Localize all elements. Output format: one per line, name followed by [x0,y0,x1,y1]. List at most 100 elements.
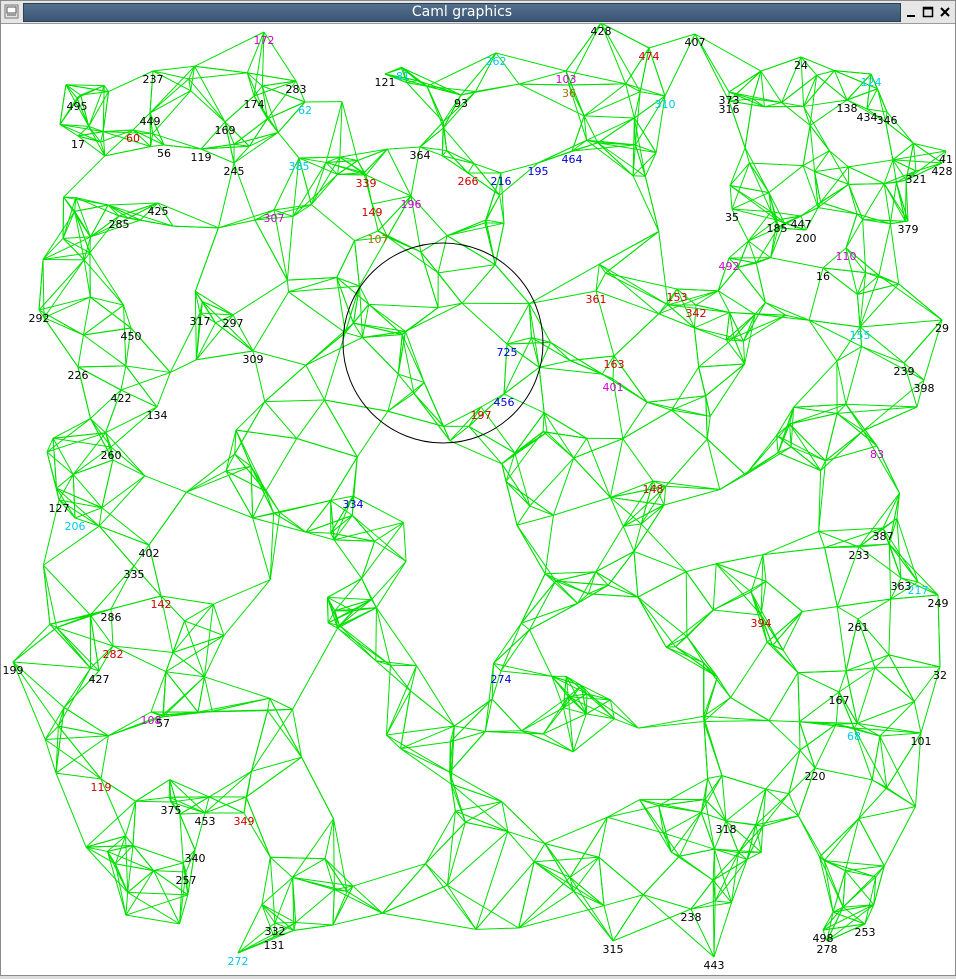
node-label[interactable]: 456 [494,396,515,409]
node-label[interactable]: 41 [939,153,953,166]
node-label[interactable]: 197 [471,409,492,422]
node-label[interactable]: 342 [686,307,707,320]
node-label[interactable]: 449 [140,115,161,128]
node-label[interactable]: 453 [195,815,216,828]
node-label[interactable]: 387 [873,530,894,543]
node-label[interactable]: 149 [362,206,383,219]
node-label[interactable]: 318 [716,823,737,836]
node-label[interactable]: 364 [410,149,431,162]
node-label[interactable]: 93 [454,97,468,110]
node-label[interactable]: 138 [837,102,858,115]
node-label[interactable]: 402 [139,547,160,560]
node-label[interactable]: 155 [850,329,871,342]
node-label[interactable]: 36 [562,87,576,100]
node-label[interactable]: 278 [817,943,838,956]
node-label[interactable]: 17 [71,138,85,151]
title-bar[interactable]: Caml graphics [1,1,955,24]
node-label[interactable]: 239 [894,365,915,378]
node-label[interactable]: 272 [228,955,249,968]
node-label[interactable]: 379 [898,223,919,236]
node-label[interactable]: 134 [147,409,168,422]
node-label[interactable]: 292 [29,312,50,325]
node-label[interactable]: 200 [796,232,817,245]
maximize-button[interactable] [920,4,936,20]
node-label[interactable]: 464 [562,153,583,166]
node-label[interactable]: 110 [836,250,857,263]
node-label[interactable]: 119 [91,781,112,794]
node-label[interactable]: 261 [848,621,869,634]
node-label[interactable]: 492 [719,260,740,273]
node-label[interactable]: 16 [816,270,830,283]
node-label[interactable]: 60 [126,132,140,145]
node-label[interactable]: 286 [101,611,122,624]
node-label[interactable]: 434 [857,111,878,124]
node-label[interactable]: 220 [805,770,826,783]
node-label[interactable]: 24 [794,59,808,72]
node-label[interactable]: 297 [223,317,244,330]
node-label[interactable]: 57 [156,717,170,730]
node-label[interactable]: 316 [719,103,740,116]
node-label[interactable]: 425 [148,205,169,218]
node-label[interactable]: 233 [849,549,870,562]
node-label[interactable]: 226 [68,369,89,382]
node-label[interactable]: 332 [265,925,286,938]
node-label[interactable]: 317 [190,315,211,328]
node-label[interactable]: 169 [215,124,236,137]
node-label[interactable]: 309 [243,353,264,366]
node-label[interactable]: 346 [877,114,898,127]
node-label[interactable]: 361 [586,293,607,306]
node-label[interactable]: 163 [604,358,625,371]
node-label[interactable]: 428 [591,25,612,38]
node-label[interactable]: 260 [101,449,122,462]
node-label[interactable]: 407 [685,36,706,49]
node-label[interactable]: 142 [151,598,172,611]
node-label[interactable]: 81 [396,70,410,83]
node-label[interactable]: 167 [829,694,850,707]
node-label[interactable]: 321 [906,173,927,186]
app-icon[interactable] [4,4,19,19]
node-label[interactable]: 196 [401,198,422,211]
node-label[interactable]: 245 [224,165,245,178]
node-label[interactable]: 216 [491,175,512,188]
node-label[interactable]: 427 [89,673,110,686]
node-label[interactable]: 131 [264,939,285,952]
node-label[interactable]: 127 [49,502,70,515]
node-label[interactable]: 283 [286,83,307,96]
node-label[interactable]: 422 [111,392,132,405]
node-label[interactable]: 124 [861,76,882,89]
node-label[interactable]: 385 [289,160,310,173]
node-label[interactable]: 394 [751,617,772,630]
node-label[interactable]: 174 [244,98,265,111]
node-label[interactable]: 447 [791,218,812,231]
node-label[interactable]: 172 [254,34,275,47]
node-label[interactable]: 375 [161,804,182,817]
node-label[interactable]: 217 [908,584,929,597]
node-label[interactable]: 68 [847,730,861,743]
node-label[interactable]: 450 [121,330,142,343]
node-label[interactable]: 56 [157,147,171,160]
node-label[interactable]: 257 [176,874,197,887]
close-button[interactable] [937,4,953,20]
node-label[interactable]: 119 [191,151,212,164]
node-label[interactable]: 443 [704,959,725,972]
node-label[interactable]: 32 [933,669,947,682]
node-label[interactable]: 398 [914,382,935,395]
node-label[interactable]: 101 [911,735,932,748]
node-label[interactable]: 148 [643,483,664,496]
node-label[interactable]: 495 [67,100,88,113]
node-label[interactable]: 339 [356,177,377,190]
node-label[interactable]: 349 [234,815,255,828]
node-label[interactable]: 253 [855,926,876,939]
node-label[interactable]: 249 [928,597,949,610]
node-label[interactable]: 401 [603,381,624,394]
node-label[interactable]: 474 [639,50,660,63]
node-label[interactable]: 307 [264,212,285,225]
node-label[interactable]: 340 [185,852,206,865]
node-label[interactable]: 153 [667,291,688,304]
node-label[interactable]: 274 [491,673,512,686]
node-label[interactable]: 725 [497,346,518,359]
node-label[interactable]: 237 [143,73,164,86]
node-label[interactable]: 35 [725,211,739,224]
node-label[interactable]: 310 [655,98,676,111]
